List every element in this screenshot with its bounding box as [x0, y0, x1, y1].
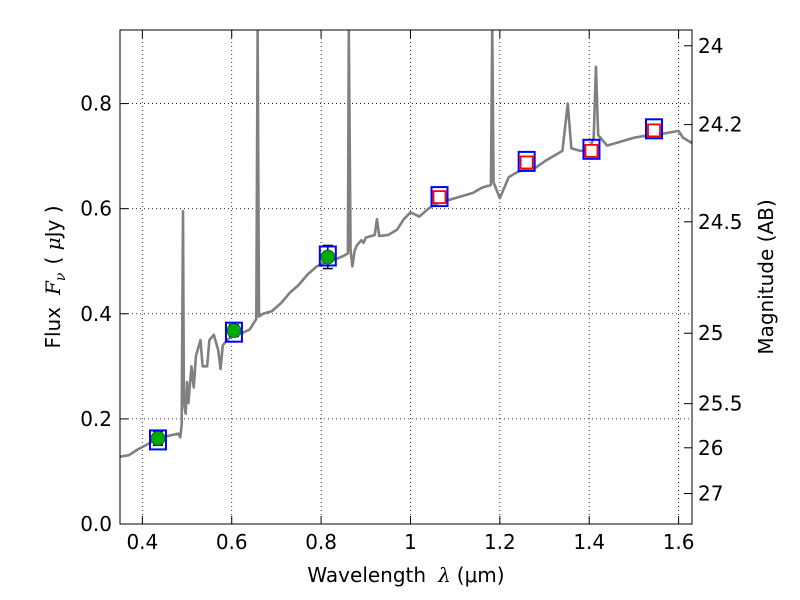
x-tick-label: 1.4	[573, 530, 605, 554]
y-tick-label: 0.4	[80, 302, 112, 326]
model-box	[148, 429, 167, 451]
x-tick-label: 0.6	[216, 530, 248, 554]
observed-point	[226, 323, 242, 339]
model-box	[430, 186, 449, 208]
x-tick-label: 0.8	[305, 530, 337, 554]
y-axis-label: FluxFν( μJy )	[41, 205, 69, 348]
spectrum-line	[120, 30, 692, 459]
mag-tick-label: 25	[698, 321, 723, 345]
mag-tick-label: 26	[698, 436, 723, 460]
x-axis-label: Wavelength λ (μm)	[307, 563, 504, 587]
x-tick-label: 0.4	[126, 530, 158, 554]
nir-square	[647, 123, 661, 138]
model-box	[517, 150, 536, 172]
mag-tick-label: 24	[698, 34, 723, 58]
nir-square	[432, 190, 447, 205]
observed-point	[150, 430, 166, 446]
mag-tick-label: 24.2	[698, 113, 743, 137]
model-box	[582, 138, 601, 160]
observed-point	[320, 249, 336, 265]
x-tick-label: 1.2	[484, 530, 516, 554]
x-tick-label: 1.6	[663, 530, 695, 554]
y-tick-label: 0.6	[80, 197, 112, 221]
mag-tick-label: 24.5	[698, 210, 743, 234]
y-tick-label: 0.2	[80, 407, 112, 431]
mag-tick-label: 27	[698, 482, 723, 506]
ticks-layer: 0.4 0.6 0.8 1 1.2 1.4 1.6 0.0 0.2 0.4 0.6 0.8 24 24.2…	[80, 30, 743, 554]
y2-axis-label: Magnitude (AB)	[754, 199, 778, 354]
nir-square	[519, 155, 534, 170]
plot-frame	[119, 29, 693, 525]
x-tick-label: 1	[404, 530, 417, 554]
y-tick-label: 0.0	[80, 512, 112, 536]
model-box	[224, 321, 243, 343]
nir-square	[584, 143, 599, 158]
y-tick-label: 0.8	[80, 92, 112, 116]
mag-tick-label: 25.5	[698, 392, 743, 416]
model-box	[645, 118, 664, 140]
points-layer	[148, 118, 664, 451]
model-box	[318, 245, 337, 267]
spectrum-layer	[120, 30, 692, 459]
